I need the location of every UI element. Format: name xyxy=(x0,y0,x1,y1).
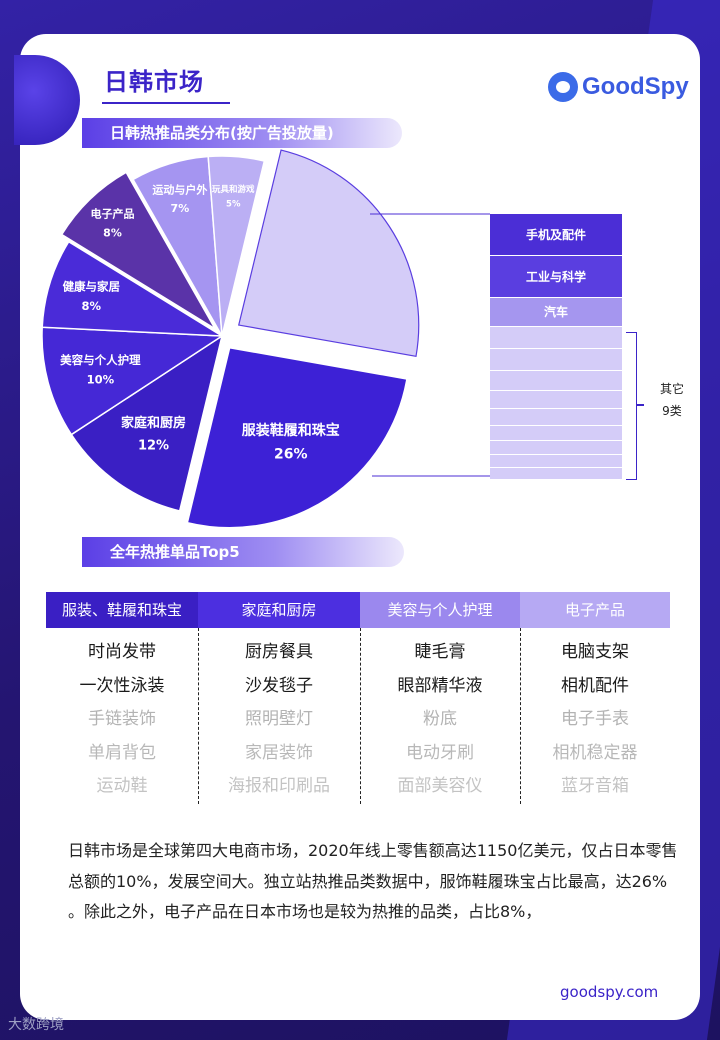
section-title-distribution: 日韩热推品类分布(按广告投放量) xyxy=(82,118,402,148)
table-column: 时尚发带一次性泳装手链装饰单肩背包运动鞋 xyxy=(46,628,198,804)
pie-slice-4 xyxy=(60,171,216,330)
website-link[interactable]: goodspy.com xyxy=(560,983,659,1001)
others-label: 其它 9类 xyxy=(652,378,692,422)
others-count: 9类 xyxy=(662,404,682,418)
pie-slice-7 xyxy=(238,149,420,358)
section-title-top5: 全年热推单品Top5 xyxy=(82,537,404,567)
title-underline xyxy=(102,102,230,104)
breakdown-segment-2: 汽车 xyxy=(490,297,622,326)
table-cell: 家居装饰 xyxy=(245,742,313,763)
category-pie-chart: 服装鞋履和珠宝 26% 家庭和厨房 12% 美容与个人护理 10% 健康与家居 8% 电子产品 8… xyxy=(41,149,490,529)
page-title: 日韩市场 xyxy=(104,68,204,96)
breakdown-other-segment xyxy=(490,408,622,425)
table-cell: 蓝牙音箱 xyxy=(561,776,629,796)
breakdown-other-segment xyxy=(490,348,622,370)
column-divider xyxy=(360,628,361,804)
pie-value-5: 7% xyxy=(171,202,190,215)
pie-label-0: 服装鞋履和珠宝 xyxy=(242,422,340,439)
table-header-cell: 电子产品 xyxy=(520,592,670,628)
pie-slice-0 xyxy=(186,346,408,529)
pie-label-2: 美容与个人护理 xyxy=(60,353,141,367)
table-cell: 海报和印刷品 xyxy=(228,776,330,796)
table-cell: 眼部精华液 xyxy=(397,675,483,696)
pie-value-1: 12% xyxy=(138,438,169,453)
table-column: 电脑支架相机配件电子手表相机稳定器蓝牙音箱 xyxy=(520,628,670,804)
pie-slice-1 xyxy=(70,334,224,512)
breakdown-segment-1: 工业与科学 xyxy=(490,255,622,297)
others-name: 其它 xyxy=(659,382,684,396)
table-cell: 照明壁灯 xyxy=(245,709,313,729)
table-cell: 沙发毯子 xyxy=(245,675,313,696)
breakdown-other-segment xyxy=(490,370,622,390)
table-cell: 运动鞋 xyxy=(96,776,148,796)
table-cell: 相机配件 xyxy=(561,675,629,696)
table-cell: 电脑支架 xyxy=(561,642,629,662)
table-cell: 相机稳定器 xyxy=(552,742,638,763)
breakdown-other-segment xyxy=(490,467,622,479)
brand-logo: GoodSpy xyxy=(548,72,689,102)
table-cell: 睫毛膏 xyxy=(414,642,466,662)
pie-value-0: 26% xyxy=(274,447,308,463)
pie-slice-6 xyxy=(207,155,266,337)
table-cell: 一次性泳装 xyxy=(79,675,165,696)
pie-label-3: 健康与家居 xyxy=(63,279,121,293)
goodspy-logo-icon xyxy=(548,72,578,102)
table-cell: 粉底 xyxy=(423,709,457,729)
table-header: 服装、鞋履和珠宝 家庭和厨房 美容与个人护理 电子产品 xyxy=(46,592,670,628)
breakdown-other-segment xyxy=(490,425,622,440)
table-cell: 单肩背包 xyxy=(88,742,156,763)
others-bracket xyxy=(626,332,637,480)
table-header-cell: 美容与个人护理 xyxy=(360,592,520,628)
market-description: 日韩市场是全球第四大电商市场，2020年线上零售额高达1150亿美元，仅占日本零… xyxy=(68,841,678,921)
others-bracket-tick xyxy=(636,404,644,406)
table-cell: 电子手表 xyxy=(561,709,629,729)
table-cell: 时尚发带 xyxy=(88,642,156,662)
watermark: 大数跨境 xyxy=(8,1017,64,1033)
table-cell: 手链装饰 xyxy=(88,709,156,729)
table-column: 厨房餐具沙发毯子照明壁灯家居装饰海报和印刷品 xyxy=(198,628,360,804)
table-column: 睫毛膏眼部精华液粉底电动牙刷面部美容仪 xyxy=(360,628,520,804)
table-header-cell: 服装、鞋履和珠宝 xyxy=(46,592,198,628)
breakdown-segment-0: 手机及配件 xyxy=(490,213,622,255)
column-divider xyxy=(198,628,199,804)
pie-label-1: 家庭和厨房 xyxy=(121,415,186,431)
breakdown-other-segment xyxy=(490,454,622,467)
table-body: 时尚发带 一次性泳装 手链装饰 单肩背包 运动鞋 厨房餐具 沙发毯子 照明壁灯 家居装饰 海报和印… xyxy=(46,628,670,804)
table-header-cell: 家庭和厨房 xyxy=(198,592,360,628)
pie-value-3: 8% xyxy=(82,299,102,313)
column-divider xyxy=(520,628,521,804)
table-cell: 面部美容仪 xyxy=(397,776,483,796)
other-category-breakdown: 手机及配件 工业与科学 汽车 xyxy=(490,213,622,479)
breakdown-other-segment xyxy=(490,326,622,348)
pie-slice-3 xyxy=(41,240,223,337)
top5-products-table: 服装、鞋履和珠宝 家庭和厨房 美容与个人护理 电子产品时尚发带一次性泳装手链装饰单肩背… xyxy=(46,592,670,804)
table-cell: 电动牙刷 xyxy=(406,742,474,763)
pie-value-6: 5% xyxy=(226,200,241,210)
brand-name: GoodSpy xyxy=(582,73,689,100)
pie-label-6: 玩具和游戏 xyxy=(212,184,255,195)
pie-label-4: 电子产品 xyxy=(91,207,135,221)
pie-value-4: 8% xyxy=(103,226,122,239)
breakdown-other-segment xyxy=(490,440,622,454)
pie-slice-2 xyxy=(41,326,225,436)
pie-value-2: 10% xyxy=(87,372,115,386)
table-cell: 厨房餐具 xyxy=(245,642,313,662)
breakdown-other-segment xyxy=(490,390,622,408)
pie-label-5: 运动与户外 xyxy=(152,182,207,196)
